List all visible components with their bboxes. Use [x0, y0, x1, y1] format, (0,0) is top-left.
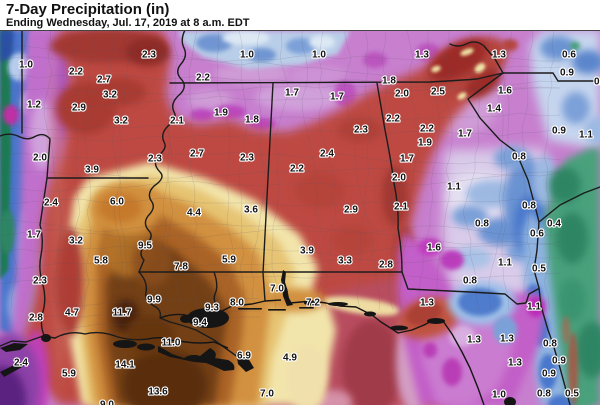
- svg-text:2.3: 2.3: [148, 154, 162, 165]
- svg-text:7.0: 7.0: [270, 284, 284, 295]
- svg-text:1.8: 1.8: [382, 76, 396, 87]
- svg-text:2.2: 2.2: [196, 73, 210, 84]
- svg-text:1.7: 1.7: [400, 154, 414, 165]
- svg-text:2.5: 2.5: [431, 87, 445, 98]
- svg-text:0.8: 0.8: [475, 219, 489, 230]
- svg-text:4.9: 4.9: [283, 353, 297, 364]
- svg-text:1.1: 1.1: [447, 182, 461, 193]
- svg-text:1.4: 1.4: [487, 104, 501, 115]
- svg-text:0.9: 0.9: [552, 126, 566, 137]
- svg-text:1.1: 1.1: [527, 302, 541, 313]
- svg-text:9.3: 9.3: [205, 303, 219, 314]
- svg-text:1.7: 1.7: [27, 230, 41, 241]
- svg-text:0.5: 0.5: [565, 389, 579, 400]
- svg-text:2.3: 2.3: [240, 153, 254, 164]
- svg-text:1.6: 1.6: [427, 243, 441, 254]
- svg-text:1.7: 1.7: [330, 92, 344, 103]
- svg-text:7.0: 7.0: [260, 389, 274, 400]
- svg-text:2.9: 2.9: [344, 205, 358, 216]
- svg-text:0.5: 0.5: [532, 264, 546, 275]
- svg-text:3.3: 3.3: [338, 256, 352, 267]
- svg-text:7.2: 7.2: [306, 298, 320, 309]
- svg-text:3.9: 3.9: [300, 246, 314, 257]
- svg-text:1.8: 1.8: [245, 115, 259, 126]
- svg-text:2.1: 2.1: [394, 202, 408, 213]
- svg-text:0.9: 0.9: [560, 68, 574, 79]
- svg-text:4.4: 4.4: [187, 208, 201, 219]
- svg-text:2.9: 2.9: [72, 103, 86, 114]
- svg-text:0.8: 0.8: [594, 77, 600, 88]
- svg-text:2.2: 2.2: [290, 164, 304, 175]
- svg-text:5.8: 5.8: [94, 256, 108, 267]
- svg-text:1.2: 1.2: [27, 100, 41, 111]
- svg-text:2.8: 2.8: [29, 313, 43, 324]
- svg-text:1.6: 1.6: [498, 86, 512, 97]
- svg-text:2.4: 2.4: [14, 358, 28, 369]
- svg-text:0.8: 0.8: [512, 152, 526, 163]
- svg-text:1.3: 1.3: [415, 50, 429, 61]
- svg-text:4.7: 4.7: [65, 308, 79, 319]
- svg-text:2.4: 2.4: [320, 149, 334, 160]
- svg-text:1.7: 1.7: [285, 88, 299, 99]
- svg-text:1.0: 1.0: [492, 390, 506, 401]
- svg-text:2.0: 2.0: [392, 173, 406, 184]
- svg-text:3.2: 3.2: [69, 236, 83, 247]
- svg-text:11.7: 11.7: [113, 308, 132, 319]
- svg-text:6.9: 6.9: [237, 351, 251, 362]
- svg-text:0.8: 0.8: [463, 276, 477, 287]
- svg-text:1.9: 1.9: [214, 108, 228, 119]
- svg-text:3.6: 3.6: [244, 205, 258, 216]
- svg-text:1.3: 1.3: [467, 335, 481, 346]
- svg-text:5.9: 5.9: [222, 255, 236, 266]
- svg-text:1.0: 1.0: [19, 60, 33, 71]
- svg-text:0.6: 0.6: [562, 50, 576, 61]
- svg-text:1.7: 1.7: [458, 129, 472, 140]
- svg-text:3.9: 3.9: [85, 165, 99, 176]
- svg-text:9.9: 9.9: [147, 295, 161, 306]
- svg-text:11.0: 11.0: [162, 338, 181, 349]
- svg-text:2.2: 2.2: [420, 124, 434, 135]
- svg-text:0.6: 0.6: [530, 229, 544, 240]
- svg-text:9.4: 9.4: [193, 318, 207, 329]
- svg-text:3.2: 3.2: [114, 116, 128, 127]
- svg-text:3.2: 3.2: [103, 90, 117, 101]
- svg-text:13.6: 13.6: [148, 387, 168, 398]
- svg-text:0.8: 0.8: [522, 201, 536, 212]
- svg-text:1.3: 1.3: [420, 298, 434, 309]
- svg-text:1.3: 1.3: [508, 358, 522, 369]
- svg-text:0.9: 0.9: [552, 356, 566, 367]
- svg-text:2.1: 2.1: [170, 116, 184, 127]
- svg-text:7.8: 7.8: [174, 262, 188, 273]
- svg-text:2.0: 2.0: [395, 89, 409, 100]
- svg-text:8.0: 8.0: [230, 298, 244, 309]
- svg-text:2.3: 2.3: [142, 50, 156, 61]
- svg-text:2.3: 2.3: [33, 276, 47, 287]
- svg-text:9.0: 9.0: [100, 400, 114, 405]
- svg-text:2.7: 2.7: [190, 149, 204, 160]
- svg-text:2.3: 2.3: [354, 125, 368, 136]
- svg-text:1.1: 1.1: [498, 258, 512, 269]
- svg-text:2.4: 2.4: [44, 198, 58, 209]
- svg-text:1.3: 1.3: [492, 50, 506, 61]
- svg-text:6.0: 6.0: [110, 197, 124, 208]
- svg-text:1.0: 1.0: [312, 50, 326, 61]
- svg-text:2.2: 2.2: [69, 67, 83, 78]
- svg-text:1.9: 1.9: [418, 138, 432, 149]
- svg-text:9.5: 9.5: [138, 241, 152, 252]
- svg-text:1.0: 1.0: [240, 50, 254, 61]
- svg-text:5.9: 5.9: [62, 369, 76, 380]
- svg-text:1.3: 1.3: [500, 334, 514, 345]
- svg-text:1.1: 1.1: [579, 130, 593, 141]
- svg-text:14.1: 14.1: [115, 360, 135, 371]
- svg-text:2.8: 2.8: [379, 260, 393, 271]
- svg-text:0.9: 0.9: [542, 369, 556, 380]
- svg-text:0.8: 0.8: [543, 339, 557, 350]
- svg-text:2.7: 2.7: [97, 75, 111, 86]
- svg-text:0.8: 0.8: [537, 389, 551, 400]
- svg-text:0.4: 0.4: [547, 219, 561, 230]
- svg-text:2.2: 2.2: [386, 114, 400, 125]
- svg-text:2.0: 2.0: [33, 153, 47, 164]
